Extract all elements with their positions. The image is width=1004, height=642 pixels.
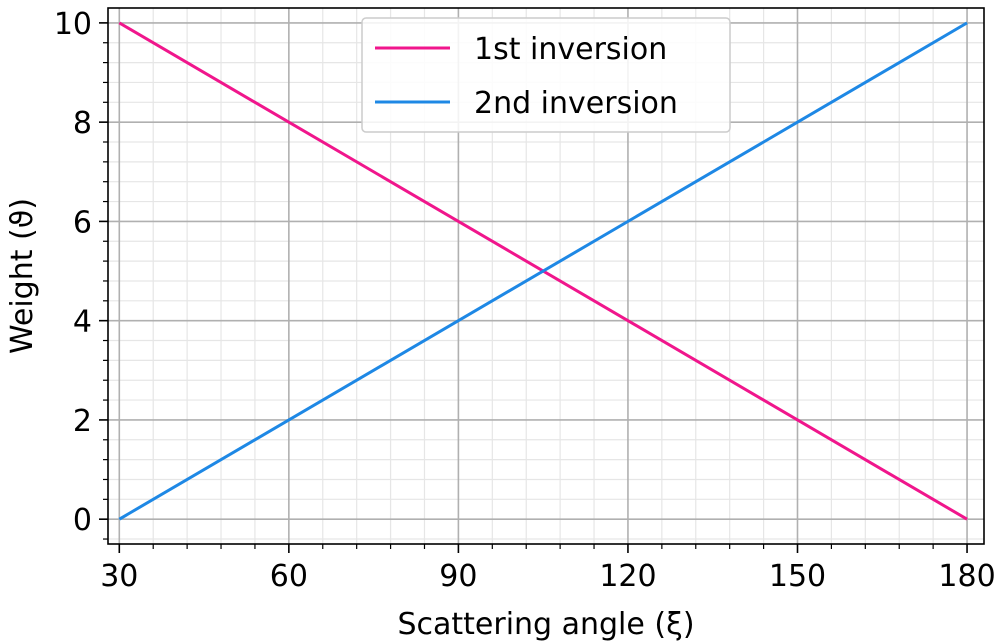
x-tick-label: 150 [769, 559, 826, 594]
legend-label-1st-inversion: 1st inversion [474, 32, 667, 67]
x-tick-label: 180 [938, 559, 995, 594]
x-axis-label: Scattering angle (ξ) [397, 607, 694, 642]
y-axis-label: Weight (ϑ) [5, 198, 40, 354]
x-tick-label: 30 [100, 559, 138, 594]
y-tick-label: 2 [73, 404, 92, 439]
plot-frame [107, 7, 985, 545]
series-line-2nd-inversion [118, 21, 968, 521]
x-tick-label: 60 [270, 559, 308, 594]
legend-box [361, 17, 731, 133]
ticks [99, 22, 968, 553]
y-tick-label: 6 [73, 205, 92, 240]
y-tick-label: 4 [73, 305, 92, 340]
x-tick-label: 90 [439, 559, 477, 594]
x-tick-label: 120 [599, 559, 656, 594]
series-layer [118, 21, 968, 521]
legend: 1st inversion 2nd inversion [361, 17, 731, 133]
major-grid [108, 8, 984, 544]
tick-labels: 30 60 90 120 150 180 0 2 4 6 8 10 [54, 7, 996, 594]
legend-label-2nd-inversion: 2nd inversion [474, 86, 678, 121]
y-tick-label: 10 [54, 7, 92, 42]
y-tick-label: 0 [73, 503, 92, 538]
y-tick-label: 8 [73, 106, 92, 141]
